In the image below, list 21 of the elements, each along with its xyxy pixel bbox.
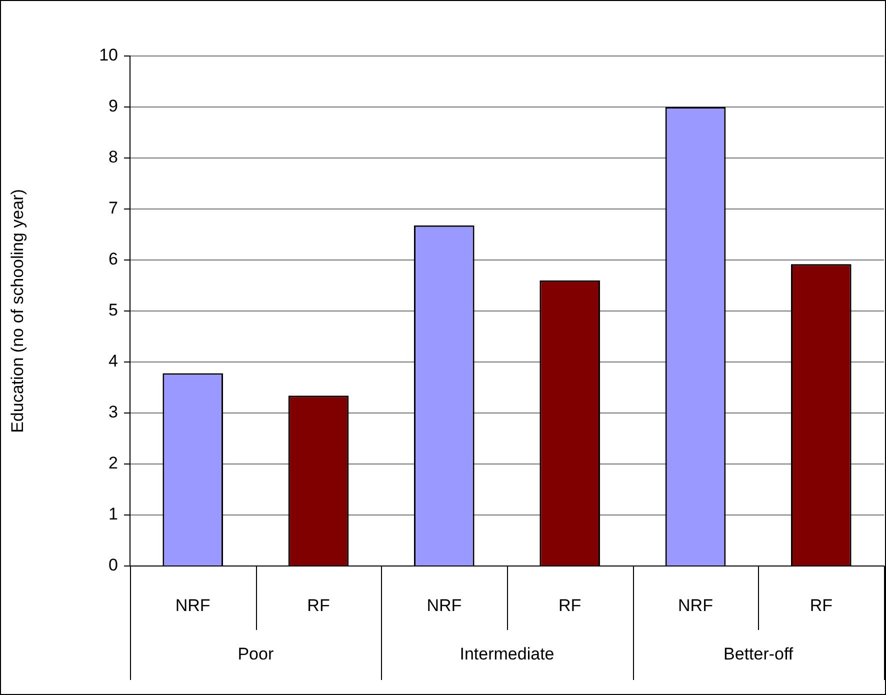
- y-tick-label: 5: [108, 300, 118, 320]
- y-tick-label: 2: [108, 454, 118, 473]
- y-axis-title: Education (no of schooling year): [8, 189, 27, 433]
- x-tick-label: RF: [810, 596, 833, 615]
- y-tick-label: 3: [108, 402, 118, 422]
- text: Better-off: [724, 644, 794, 664]
- x-tick-label: RF: [558, 596, 582, 615]
- y-tick-label: 9: [108, 96, 118, 116]
- y-tick-label: 0: [108, 556, 118, 575]
- y-tick-label: 7: [108, 198, 118, 218]
- x-tick-label: NRF: [678, 596, 713, 615]
- y-tick-label: 1: [108, 504, 118, 524]
- x-tick-label: RF: [307, 596, 330, 615]
- text: Poor: [238, 644, 274, 664]
- x-tick-label: NRF: [426, 596, 462, 615]
- text: Intermediate: [460, 644, 554, 664]
- x-tick-label: NRF: [175, 596, 210, 615]
- y-tick-label: 6: [108, 250, 118, 269]
- y-tick-label: 4: [108, 352, 118, 371]
- y-tick-label: 8: [108, 148, 118, 167]
- y-tick-label: 10: [99, 46, 118, 65]
